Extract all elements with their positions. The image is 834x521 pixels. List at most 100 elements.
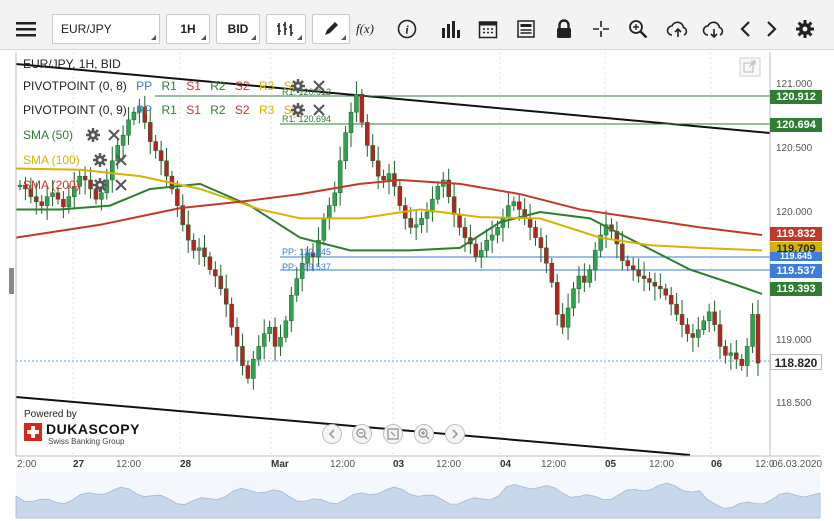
volume-icon[interactable] — [439, 17, 463, 41]
candle-body — [299, 262, 305, 279]
menu-icon[interactable] — [14, 17, 38, 41]
pivot-level: PP — [136, 103, 153, 117]
cloud-upload-icon[interactable] — [666, 17, 690, 41]
pivot2-settings-gear-icon[interactable] — [290, 102, 306, 118]
chart-type-button[interactable] — [266, 14, 306, 44]
price-side-button[interactable]: BID — [216, 14, 260, 44]
pivot-legend-2: PIVOTPOINT (0, 9) PP R1 S1 R2 S2 R3 S3 — [23, 103, 304, 117]
candle-body — [66, 196, 72, 208]
pivot1-close-icon[interactable] — [311, 78, 327, 94]
gear-icon[interactable] — [793, 17, 817, 41]
zoom-in-button[interactable] — [414, 424, 434, 444]
sma50-settings-gear-icon[interactable] — [85, 127, 101, 143]
sma100-settings-gear-icon[interactable] — [92, 152, 108, 168]
price-label-r1: 120.694 — [770, 118, 822, 132]
zoom-out-button[interactable] — [352, 424, 372, 444]
pivot2-close-icon[interactable] — [311, 102, 327, 118]
candle-body — [28, 188, 34, 197]
candle-body — [506, 205, 511, 219]
resize-handle[interactable] — [9, 268, 14, 294]
candle-body — [234, 326, 240, 347]
chevron-left-icon — [328, 429, 335, 439]
candle-body — [77, 175, 82, 187]
candle-body — [527, 218, 533, 228]
time-label: 12:00 — [436, 459, 461, 470]
pivot-level: R3 — [258, 79, 275, 93]
arrow-left-icon[interactable] — [734, 17, 758, 41]
candle-body — [479, 250, 484, 258]
candle-body — [39, 201, 44, 206]
lock-icon[interactable] — [552, 17, 576, 41]
scroll-left-button[interactable] — [322, 424, 342, 444]
candle-body — [386, 173, 392, 181]
channel-upper-line — [15, 63, 771, 134]
calendar-icon[interactable] — [476, 17, 500, 41]
crosshair-icon[interactable] — [589, 17, 613, 41]
sma50-close-icon[interactable] — [106, 127, 122, 143]
news-icon[interactable] — [514, 17, 538, 41]
info-icon[interactable]: i — [395, 17, 419, 41]
candle-body — [592, 250, 598, 270]
dropdown-corner-icon — [297, 35, 302, 40]
pivot1-settings-gear-icon[interactable] — [290, 78, 306, 94]
symbol-selector[interactable]: EUR/JPY — [52, 14, 160, 44]
price-label-sma200: 119.832 — [770, 227, 822, 241]
candle-body — [158, 150, 164, 162]
candle-body — [413, 224, 419, 228]
pivot-name: PIVOTPOINT (0, 8) — [23, 79, 127, 93]
sma100-close-icon[interactable] — [113, 152, 129, 168]
drawing-button[interactable] — [312, 14, 350, 44]
timeframe-button[interactable]: 1H — [166, 14, 210, 44]
svg-text:i: i — [405, 23, 409, 37]
candle-body — [625, 260, 631, 267]
pivot-level: R1 — [161, 79, 177, 93]
candle-body — [679, 314, 685, 325]
time-label: 04 — [500, 459, 512, 470]
scroll-right-button[interactable] — [445, 424, 465, 444]
candle-body — [82, 175, 88, 181]
candle-body — [582, 275, 587, 283]
zoom-icon[interactable] — [626, 17, 650, 41]
candle-body — [554, 282, 560, 315]
zoom-out-icon — [356, 428, 368, 440]
pivot-level: S1 — [186, 103, 201, 117]
candle-body — [34, 196, 39, 203]
candle-body — [180, 205, 186, 226]
navigator-series — [15, 482, 821, 519]
fit-button[interactable] — [383, 424, 403, 444]
brand-name: DUKASCOPY — [46, 421, 140, 437]
pivot-level: R1 — [161, 103, 177, 117]
popout-icon[interactable] — [739, 57, 761, 77]
time-label: 12:00 — [330, 459, 355, 470]
candle-body — [240, 346, 245, 366]
candle-body — [489, 234, 495, 241]
indicators-button[interactable]: f(x) — [354, 14, 376, 44]
candle-body — [213, 269, 218, 277]
sma200-close-icon[interactable] — [113, 177, 129, 193]
candle-body — [332, 192, 337, 206]
candle-body — [620, 243, 625, 261]
time-label: 03 — [393, 459, 405, 470]
candle-body — [533, 227, 538, 238]
timeframe-label: 1H — [180, 22, 196, 36]
candle-body — [131, 111, 137, 121]
r1-old-label: R1: 120.694 — [282, 114, 332, 124]
cloud-download-icon[interactable] — [702, 17, 726, 41]
candle-body — [218, 275, 224, 290]
price-label-current: 118.820 — [770, 354, 822, 370]
candle-body — [457, 214, 462, 228]
arrow-right-icon[interactable] — [759, 17, 783, 41]
pivot-legend-1: PIVOTPOINT (0, 8) PP R1 S1 R2 S2 R3 S3 — [23, 79, 304, 93]
powered-by-text: Powered by — [24, 409, 77, 420]
chart-title: EUR/JPY, 1H, BID — [23, 57, 121, 71]
sma200-settings-gear-icon[interactable] — [92, 177, 108, 193]
candle-body — [23, 184, 28, 190]
candle-body — [316, 239, 321, 258]
candle-body — [245, 365, 251, 379]
candle-body — [500, 218, 506, 228]
candle-body — [744, 346, 750, 366]
candle-body — [663, 288, 668, 296]
pp-new-label: PP: 119.537 — [282, 262, 331, 272]
pivot-name: PIVOTPOINT (0, 9) — [23, 103, 127, 117]
price-chart[interactable]: 121.000 120.500 120.000 119.000 118.500 … — [0, 50, 834, 521]
